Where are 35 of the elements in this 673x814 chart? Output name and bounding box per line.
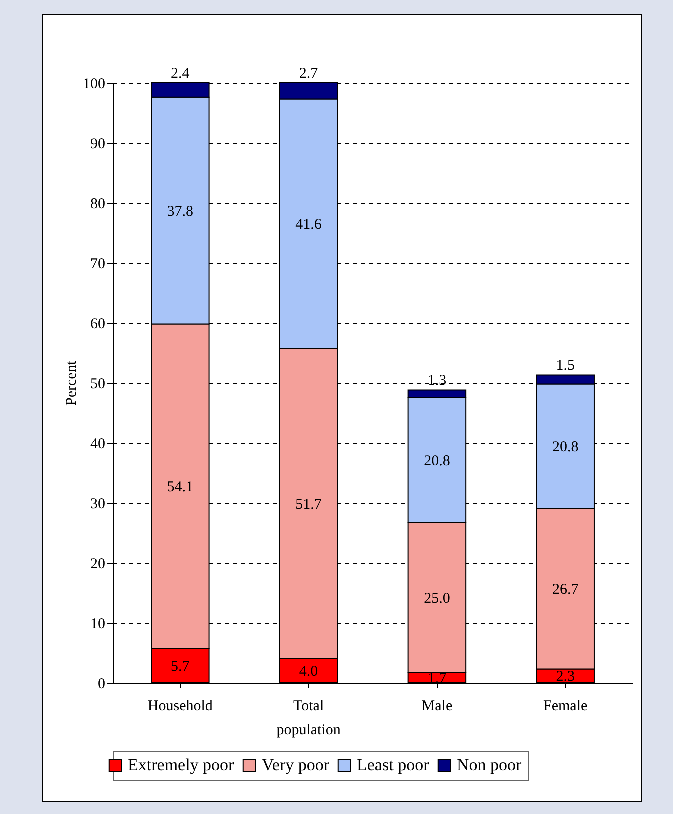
legend-label: Very poor bbox=[262, 756, 330, 775]
data-label: 51.7 bbox=[296, 496, 322, 513]
x-tick-label: Female bbox=[544, 698, 588, 714]
data-label: 5.7 bbox=[171, 658, 190, 675]
data-label: 37.8 bbox=[167, 204, 194, 220]
data-label: 1.5 bbox=[556, 358, 575, 374]
x-tick-label: Household bbox=[148, 698, 214, 714]
data-label: 20.8 bbox=[424, 453, 450, 470]
y-tick-label: 100 bbox=[83, 76, 106, 92]
y-tick-label: 80 bbox=[90, 196, 106, 212]
y-tick-label: 10 bbox=[90, 616, 106, 632]
y-tick-label: 0 bbox=[98, 676, 106, 692]
y-tick-label: 30 bbox=[90, 496, 106, 512]
data-label: 41.6 bbox=[296, 217, 322, 233]
data-label: 1.3 bbox=[428, 373, 447, 390]
y-axis-title: Percent bbox=[64, 360, 80, 406]
y-tick-label: 90 bbox=[90, 136, 106, 152]
data-label: 2.7 bbox=[299, 66, 319, 82]
x-tick-label: Total population bbox=[276, 698, 342, 738]
legend-label: Least poor bbox=[357, 756, 430, 775]
legend-label: Non poor bbox=[457, 756, 522, 775]
y-tick-label: 60 bbox=[90, 316, 106, 332]
y-tick-label: 50 bbox=[90, 376, 106, 392]
data-label: 2.4 bbox=[171, 66, 190, 82]
y-tick-label: 20 bbox=[90, 556, 106, 572]
x-tick-label: Male bbox=[422, 698, 453, 714]
data-label: 20.8 bbox=[552, 440, 579, 456]
data-label: 54.1 bbox=[167, 480, 194, 496]
data-label: 2.3 bbox=[556, 669, 575, 686]
legend-label: Extremely poor bbox=[128, 756, 235, 775]
y-tick-label: 40 bbox=[90, 436, 106, 452]
data-label: 26.7 bbox=[552, 582, 580, 598]
y-tick-label: 70 bbox=[90, 256, 106, 272]
data-label: 25.0 bbox=[424, 590, 450, 607]
data-label: 4.0 bbox=[299, 664, 318, 680]
